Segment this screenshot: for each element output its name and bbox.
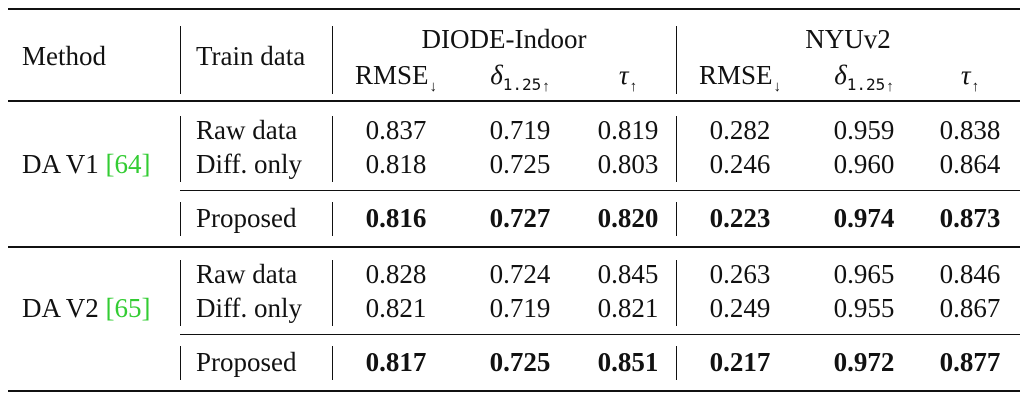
cell-value: 0.821 [365,293,427,323]
vsep-r1-c [676,116,677,182]
cell-value: 0.725 [489,149,551,179]
group-diode-indoor: DIODE-Indoor [421,24,587,54]
cell-value: 0.724 [489,259,551,289]
cell-value: 0.864 [939,149,1001,179]
cell-value-best: 0.217 [709,347,771,377]
cell-value-best: 0.725 [489,347,551,377]
vsep-r1p-c [676,202,677,236]
vsep-r2-a [180,260,181,326]
cell-value: 0.828 [365,259,427,289]
cell-value: 0.837 [365,115,427,145]
vsep-r1-b [332,116,333,182]
method-da-v2: DA V2 [65] [22,293,151,323]
vsep-r1p-a [180,202,181,236]
vsep-method [180,26,181,94]
cell-value: 0.867 [939,293,1001,323]
train-label: Diff. only [196,293,302,323]
cell-value: 0.846 [939,259,1001,289]
top-rule [8,8,1020,10]
cell-value: 0.819 [597,115,659,145]
proposed-rule-2 [180,334,1020,335]
metric-rmse-diode: RMSE↓ [354,60,438,95]
cell-value: 0.263 [709,259,771,289]
vsep-r1p-b [332,202,333,236]
cell-value: 0.965 [833,259,895,289]
vsep-r2p-a [180,346,181,380]
train-label-proposed: Proposed [196,347,297,377]
group-nyuv2: NYUv2 [805,24,891,54]
cell-value-best: 0.223 [709,203,771,233]
cell-value-best: 0.820 [597,203,659,233]
cell-value: 0.818 [365,149,427,179]
cell-value-best: 0.727 [489,203,551,233]
train-label: Diff. only [196,149,302,179]
train-label: Raw data [196,259,298,289]
metric-tau-nyu: τ↑ [960,60,980,95]
vsep-r2-b [332,260,333,326]
cell-value: 0.959 [833,115,895,145]
citation-link[interactable]: 64 [114,149,142,179]
cell-value-best: 0.817 [365,347,427,377]
cell-value-best: 0.816 [365,203,427,233]
cell-value: 0.282 [709,115,771,145]
metric-tau-diode: τ↑ [618,60,638,95]
group-rule [8,246,1020,248]
cell-value: 0.955 [833,293,895,323]
metric-delta-diode: δ1.25↑ [490,60,550,95]
vsep-group [676,26,677,94]
vsep-r1-a [180,116,181,182]
vsep-r2p-c [676,346,677,380]
cell-value: 0.803 [597,149,659,179]
cell-value: 0.719 [489,115,551,145]
train-label: Raw data [196,115,298,145]
train-label-proposed: Proposed [196,203,297,233]
metric-delta-nyu: δ1.25↑ [834,60,894,95]
cell-value: 0.960 [833,149,895,179]
cell-value-best: 0.974 [833,203,895,233]
citation-link[interactable]: 65 [114,293,142,323]
cell-value-best: 0.972 [833,347,895,377]
cell-value: 0.845 [597,259,659,289]
method-da-v1: DA V1 [64] [22,149,151,179]
cell-value: 0.719 [489,293,551,323]
cell-value: 0.838 [939,115,1001,145]
vsep-train [332,26,333,94]
header-rule [8,100,1020,102]
cell-value-best: 0.873 [939,203,1001,233]
bottom-rule [8,390,1020,392]
header-method: Method [22,41,106,71]
cell-value: 0.821 [597,293,659,323]
metric-rmse-nyu: RMSE↓ [698,60,782,95]
cell-value-best: 0.877 [939,347,1001,377]
cell-value: 0.246 [709,149,771,179]
cell-value-best: 0.851 [597,347,659,377]
vsep-r2-c [676,260,677,326]
vsep-r2p-b [332,346,333,380]
cell-value: 0.249 [709,293,771,323]
header-train-data: Train data [196,41,306,71]
proposed-rule-1 [180,190,1020,191]
